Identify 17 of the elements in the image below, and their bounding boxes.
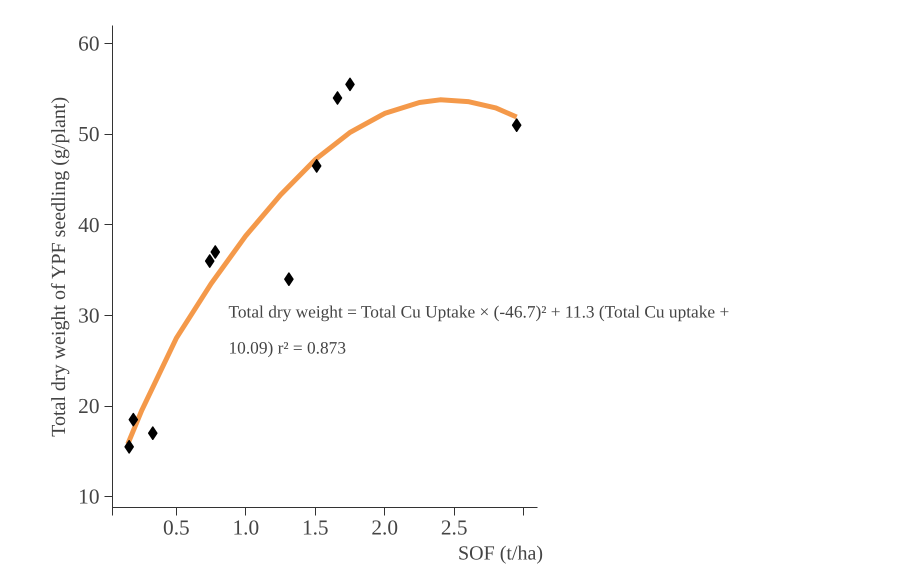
x-tick-label: 1.5 — [302, 516, 329, 540]
annotation: Total dry weight = Total Cu Uptake × (-46.7)² + 11.3 (Total Cu uptake + 10.09) r² = 0.873 — [228, 302, 730, 358]
x-tick-label: 2.5 — [440, 516, 468, 540]
y-tick-label: 20 — [78, 394, 100, 418]
y-axis-title: Total dry weight of YPF seedling (g/plant) — [48, 96, 70, 437]
point — [148, 426, 158, 440]
y-tick-label: 30 — [78, 303, 100, 328]
y-tick-label: 60 — [78, 32, 100, 56]
x-tick-label: 0.5 — [163, 516, 190, 540]
x-tick-label: 2.0 — [371, 516, 398, 540]
point — [210, 245, 220, 260]
x-tick-label: 1.0 — [232, 516, 260, 540]
y-tick-label: 40 — [78, 212, 100, 237]
point — [204, 254, 215, 268]
x-axis-title: SOF (t/ha) — [458, 542, 543, 564]
y-tick-label: 10 — [78, 484, 100, 509]
y-tick-label: 50 — [78, 122, 100, 146]
